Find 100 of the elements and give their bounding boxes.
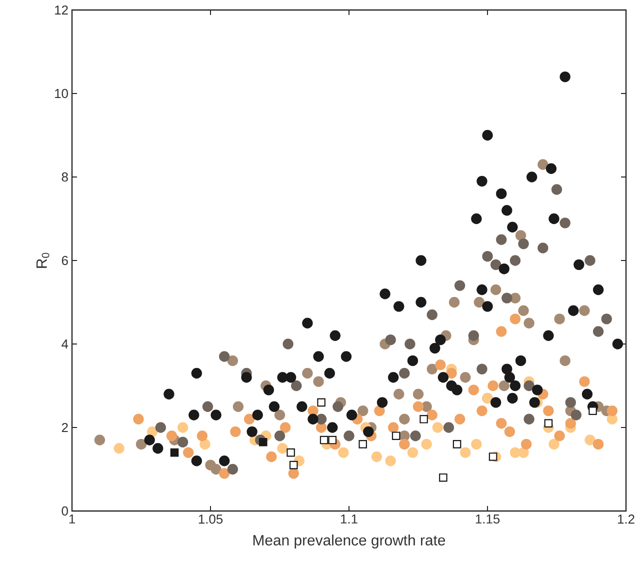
y-tick-label: 12 <box>55 5 68 15</box>
point <box>510 255 521 266</box>
point <box>291 380 302 392</box>
point <box>328 436 337 444</box>
point <box>332 401 344 412</box>
point <box>554 314 565 324</box>
point <box>538 159 548 170</box>
point <box>518 447 529 458</box>
point <box>286 448 295 457</box>
x-tick-label: 1.2 <box>618 514 634 524</box>
point <box>114 443 124 454</box>
point <box>560 218 570 228</box>
point <box>592 326 604 337</box>
x-tick-label: 1.1 <box>340 514 358 524</box>
point <box>454 414 466 424</box>
point <box>482 250 493 262</box>
point <box>432 422 443 433</box>
point <box>412 401 424 412</box>
point <box>230 426 241 438</box>
point <box>244 414 255 424</box>
point <box>410 430 421 442</box>
point <box>182 447 194 458</box>
point <box>313 376 324 387</box>
point <box>399 368 410 379</box>
point <box>200 438 210 450</box>
point <box>219 351 230 362</box>
point <box>338 447 349 458</box>
point <box>288 468 299 479</box>
point <box>177 422 188 433</box>
point <box>404 338 416 350</box>
point <box>601 314 612 324</box>
point <box>420 415 428 424</box>
point <box>394 388 404 400</box>
point <box>202 401 214 412</box>
point <box>579 376 590 387</box>
point <box>277 443 288 454</box>
point <box>504 426 516 438</box>
point <box>426 309 438 320</box>
point <box>133 414 144 424</box>
point <box>520 438 532 450</box>
point <box>471 438 482 450</box>
point <box>289 460 298 470</box>
point <box>490 284 502 296</box>
point <box>476 364 488 374</box>
point <box>94 434 106 446</box>
y-tick-label: 2 <box>62 422 68 432</box>
point <box>460 447 471 458</box>
point <box>565 397 576 408</box>
point <box>592 438 604 450</box>
point <box>448 296 460 308</box>
point <box>170 448 179 457</box>
point <box>232 401 244 412</box>
point <box>388 422 399 433</box>
point <box>570 410 582 420</box>
point <box>468 330 480 341</box>
point <box>518 238 529 250</box>
point <box>392 432 400 440</box>
point <box>579 305 590 316</box>
point <box>488 452 498 461</box>
point <box>399 438 410 450</box>
point <box>358 440 368 448</box>
point <box>468 384 480 396</box>
y-tick-label: 4 <box>62 340 68 348</box>
point <box>435 360 446 370</box>
point <box>476 405 488 416</box>
point <box>426 410 438 420</box>
y-tick-label: 10 <box>55 88 68 98</box>
x-tick-label: 1.15 <box>476 514 500 524</box>
point <box>551 184 562 195</box>
point <box>584 255 596 266</box>
point <box>399 414 410 424</box>
point <box>308 405 318 416</box>
point <box>606 405 618 416</box>
point <box>274 410 286 420</box>
point <box>274 430 286 442</box>
point <box>258 438 268 446</box>
x-tick-label: 1 <box>69 514 75 524</box>
point <box>538 242 548 254</box>
point <box>280 422 291 433</box>
point <box>510 314 521 324</box>
y-tick-label: 8 <box>62 172 68 182</box>
point <box>496 326 507 337</box>
y-tick-label: 0 <box>62 506 68 516</box>
point <box>496 418 507 429</box>
point <box>584 434 596 446</box>
point <box>502 292 512 304</box>
point <box>488 380 498 392</box>
point <box>266 451 277 462</box>
point <box>320 436 328 444</box>
point <box>446 368 457 379</box>
point <box>524 414 534 424</box>
point <box>196 430 208 442</box>
point <box>474 296 485 308</box>
point <box>344 430 354 442</box>
point <box>454 280 466 291</box>
point <box>565 418 576 429</box>
point <box>498 380 510 392</box>
point <box>426 364 438 374</box>
point <box>554 430 565 442</box>
point <box>588 406 597 415</box>
